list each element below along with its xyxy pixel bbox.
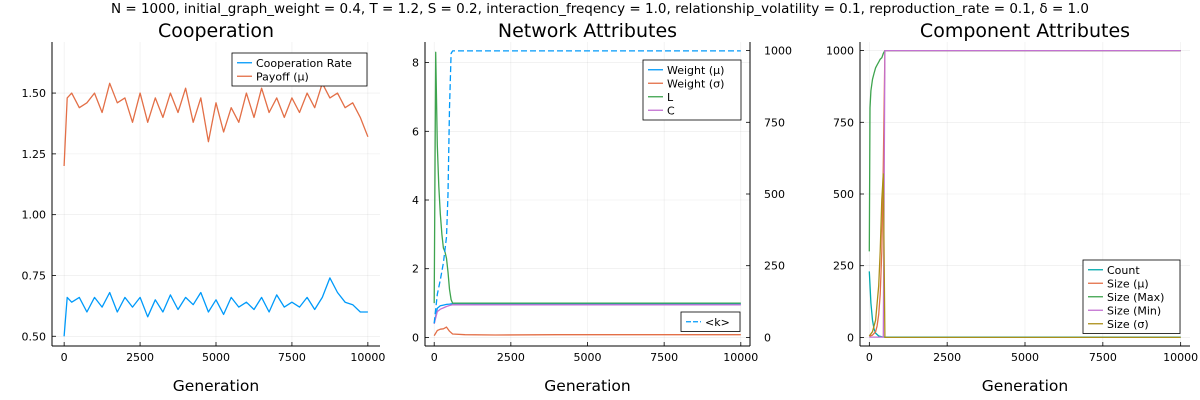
legend-label: Count bbox=[1107, 264, 1140, 277]
x-tick-label: 10000 bbox=[350, 351, 385, 364]
y-tick-label: 0.50 bbox=[22, 330, 47, 343]
legend-label: C bbox=[667, 104, 675, 117]
y-tick-label: 0.75 bbox=[22, 269, 47, 282]
x-tick-label: 10000 bbox=[723, 351, 758, 364]
chart-title: Component Attributes bbox=[920, 20, 1130, 42]
y-tick-label: 1.00 bbox=[22, 209, 47, 222]
x-tick-label: 0 bbox=[866, 351, 873, 364]
x-tick-label: 7500 bbox=[1089, 351, 1117, 364]
series-line-2 bbox=[433, 51, 741, 304]
y-tick-label: 4 bbox=[412, 194, 419, 207]
legend-secondary: <k> bbox=[680, 311, 741, 332]
figure-suptitle: N = 1000, initial_graph_weight = 0.4, T … bbox=[111, 1, 1089, 17]
legend-label: <k> bbox=[705, 316, 730, 329]
x-axis-label: Generation bbox=[982, 377, 1068, 395]
y-tick-label: 0 bbox=[847, 331, 854, 344]
x-tick-label: 2500 bbox=[933, 351, 961, 364]
y-tick-label: 1000 bbox=[826, 45, 854, 58]
series-line-3 bbox=[869, 49, 1181, 338]
y2-tick-label: 0 bbox=[764, 331, 771, 344]
legend-label: Cooperation Rate bbox=[256, 57, 352, 70]
legend-label: Size (μ) bbox=[1107, 277, 1149, 290]
series-line-4 bbox=[433, 50, 741, 324]
x-tick-label: 10000 bbox=[1163, 351, 1198, 364]
legend-label: Weight (σ) bbox=[667, 77, 724, 90]
legend-label: Size (Min) bbox=[1107, 304, 1161, 317]
chart-title: Cooperation bbox=[158, 20, 274, 42]
y-tick-label: 500 bbox=[833, 188, 854, 201]
legend-box bbox=[231, 52, 368, 87]
chart-panel-0: 0 2500 5000 7500 10000 0.50 0.75 1.00 1.25 1.50 Co… bbox=[22, 20, 386, 395]
x-tick-label: 2500 bbox=[497, 351, 525, 364]
x-tick-label: 5000 bbox=[202, 351, 230, 364]
y-tick-label: 0 bbox=[412, 331, 419, 344]
x-tick-label: 7500 bbox=[650, 351, 678, 364]
x-tick-label: 2500 bbox=[126, 351, 154, 364]
legend-label: Size (Max) bbox=[1107, 291, 1164, 304]
legend-secondary-box bbox=[680, 311, 741, 332]
legend-label: Payoff (μ) bbox=[256, 70, 309, 83]
y2-tick-label: 750 bbox=[764, 116, 785, 129]
chart-panels: 0 2500 5000 7500 100000.500.751.001.251.50Co… bbox=[22, 20, 1199, 395]
x-tick-label: 7500 bbox=[278, 351, 306, 364]
chart-title: Network Attributes bbox=[498, 20, 677, 42]
legend-label: L bbox=[667, 91, 674, 104]
y-tick-label: 2 bbox=[412, 263, 419, 276]
series-line-1 bbox=[63, 82, 369, 167]
y-tick-label: 1.50 bbox=[22, 87, 47, 100]
y-tick-label: 8 bbox=[412, 57, 419, 70]
y-tick-label: 250 bbox=[833, 260, 854, 273]
legend-label: Size (σ) bbox=[1107, 318, 1149, 331]
y2-tick-label: 500 bbox=[764, 188, 785, 201]
x-axis-label: Generation bbox=[173, 377, 259, 395]
y-tick-label: 6 bbox=[412, 125, 419, 138]
series-line-0 bbox=[63, 277, 368, 337]
y2-tick-label: 1000 bbox=[764, 45, 792, 58]
chart-panel-2: 0 2500 5000 7500 10000 0 250 500 750 1000 Componen… bbox=[826, 20, 1198, 395]
legend: Weight (μ)Weight (σ)LC bbox=[642, 59, 742, 121]
y-tick-label: 1.25 bbox=[22, 148, 47, 161]
series-line-3 bbox=[433, 304, 741, 324]
x-tick-label: 5000 bbox=[574, 351, 602, 364]
series-line-1 bbox=[433, 326, 741, 337]
chart-panel-1: 0 2500 5000 7500 10000 0 2 4 6 8 0 250 500 750 1000 Net… bbox=[412, 20, 792, 395]
y-tick-label: 750 bbox=[833, 116, 854, 129]
x-axis-label: Generation bbox=[544, 377, 630, 395]
y2-tick-label: 250 bbox=[764, 260, 785, 273]
x-tick-label: 5000 bbox=[1011, 351, 1039, 364]
legend-label: Weight (μ) bbox=[667, 64, 724, 77]
series-line-4 bbox=[868, 173, 1181, 339]
x-tick-label: 0 bbox=[431, 351, 438, 364]
x-tick-label: 0 bbox=[61, 351, 68, 364]
